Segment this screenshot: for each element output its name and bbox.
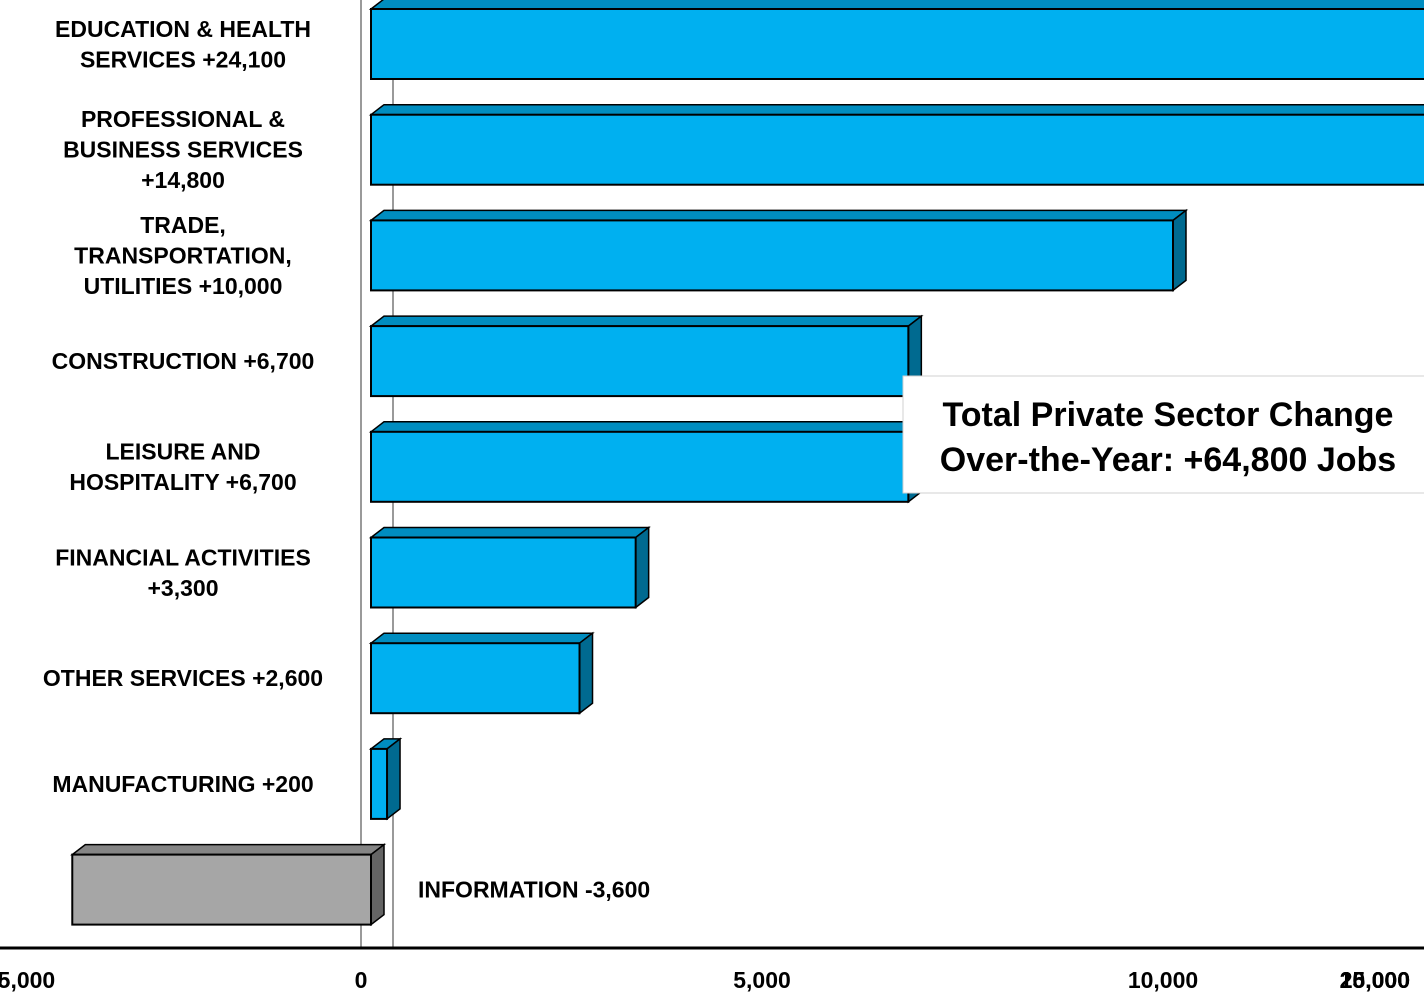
bar-front-face xyxy=(71,853,372,926)
category-label-line: INFORMATION -3,600 xyxy=(418,877,650,903)
x-tick-label: 10,000 xyxy=(1128,967,1198,993)
note-line-1: Total Private Sector Change xyxy=(943,396,1394,434)
x-tick-label: 15,000 xyxy=(1340,967,1410,993)
bar-front-face xyxy=(370,642,581,715)
bar-front-face xyxy=(370,430,910,503)
category-label-line: LEISURE AND xyxy=(105,439,260,465)
bar-side-face xyxy=(386,737,401,821)
bar-side-face xyxy=(634,525,650,610)
bar-top-face xyxy=(368,632,595,644)
category-label-line: TRANSPORTATION, xyxy=(74,242,292,268)
category-labels-group: EDUCATION & HEALTH SERVICES +24,100 PROFES… xyxy=(43,16,650,903)
bar-0 xyxy=(368,0,1424,80)
category-label-line: +3,300 xyxy=(148,575,219,601)
bar-top-face xyxy=(368,315,924,327)
note-line-2: Over-the-Year: +64,800 Jobs xyxy=(940,441,1396,479)
category-label-0: EDUCATION & HEALTH SERVICES +24,100 xyxy=(55,16,311,73)
x-tick-label: 0 xyxy=(355,967,368,993)
category-label-6: OTHER SERVICES +2,600 xyxy=(43,665,323,691)
bar-front-face xyxy=(370,113,1424,186)
x-tick-label: 0 xyxy=(0,967,3,993)
bar-front-face xyxy=(370,747,389,820)
bar-side-face xyxy=(370,843,385,927)
bar-top-face xyxy=(368,421,924,433)
category-label-line: HOSPITALITY +6,700 xyxy=(69,469,296,495)
category-label-line: SERVICES +24,100 xyxy=(80,46,286,72)
bar-top-face xyxy=(368,526,651,539)
category-label-5: FINANCIAL ACTIVITIES +3,300 xyxy=(55,544,311,601)
bar-front-face xyxy=(370,325,910,398)
bar-1 xyxy=(368,103,1424,186)
x-tick-label: 25,000 xyxy=(1340,967,1410,993)
category-label-line: CONSTRUCTION +6,700 xyxy=(52,348,315,374)
x-tick-label: 5,000 xyxy=(733,967,791,993)
bar-2 xyxy=(368,208,1189,292)
bar-front-face xyxy=(370,219,1174,292)
bar-top-face xyxy=(368,0,1424,10)
total-change-note: Total Private Sector Change Over-the-Yea… xyxy=(902,375,1424,494)
category-label-8: INFORMATION -3,600 xyxy=(418,877,650,903)
category-label-line: +14,800 xyxy=(141,167,225,193)
bar-front-face xyxy=(370,8,1424,80)
category-label-1: PROFESSIONAL & BUSINESS SERVICES +14,800 xyxy=(63,106,303,193)
category-label-line: PROFESSIONAL & xyxy=(81,106,285,132)
bar-side-face xyxy=(578,631,594,715)
bar-3 xyxy=(368,314,924,398)
category-label-line: BUSINESS SERVICES xyxy=(63,137,303,163)
bar-side-face xyxy=(1172,208,1187,292)
note-box xyxy=(902,375,1424,494)
bar-5 xyxy=(368,525,651,610)
category-label-3: CONSTRUCTION +6,700 xyxy=(52,348,315,374)
category-label-2: TRADE, TRANSPORTATION, UTILITIES +10,000 xyxy=(74,212,292,299)
category-label-7: MANUFACTURING +200 xyxy=(52,771,313,797)
bar-7 xyxy=(368,737,403,821)
category-label-line: EDUCATION & HEALTH xyxy=(55,16,311,42)
bar-top-face xyxy=(368,103,1424,116)
x-tick-label: -5,000 xyxy=(0,967,55,993)
category-label-4: LEISURE AND HOSPITALITY +6,700 xyxy=(69,439,296,496)
bar-top-face xyxy=(368,209,1189,222)
category-label-line: MANUFACTURING +200 xyxy=(52,771,313,797)
bar-8 xyxy=(70,843,387,927)
category-label-line: TRADE, xyxy=(140,212,226,238)
category-label-line: UTILITIES +10,000 xyxy=(84,273,283,299)
x-tick-label: 20,000 xyxy=(1340,967,1410,993)
bar-front-face xyxy=(370,536,637,609)
bar-4 xyxy=(368,420,924,504)
bar-top-face xyxy=(70,843,387,856)
category-label-line: FINANCIAL ACTIVITIES xyxy=(55,544,311,570)
bars-group xyxy=(70,0,1424,927)
category-label-line: OTHER SERVICES +2,600 xyxy=(43,665,323,691)
bar-6 xyxy=(368,631,595,715)
